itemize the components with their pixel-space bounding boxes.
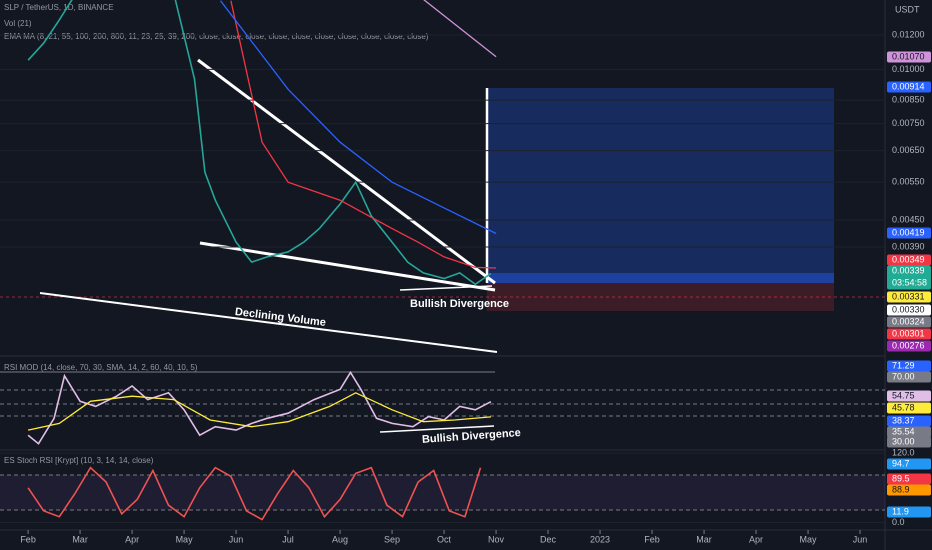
- price-tag-label: 71.29: [892, 360, 915, 370]
- x-tick-label: Jul: [282, 534, 294, 544]
- x-tick-label: Feb: [644, 534, 660, 544]
- price-tag: [887, 402, 931, 414]
- series-line: [27, 0, 492, 286]
- series-line: [27, 466, 482, 521]
- x-tick-label: Feb: [20, 534, 36, 544]
- price-tag-label: 54.75: [892, 390, 915, 400]
- y-tick-label: 0.0: [892, 517, 905, 527]
- pane: [27, 370, 492, 445]
- pane: [27, 466, 482, 521]
- y-tick-label: 0.01200: [892, 29, 925, 39]
- price-tag-label: 94.7: [892, 458, 910, 468]
- y-tick-label: 120.0: [892, 448, 915, 458]
- series-line: [27, 392, 491, 431]
- price-tag-label: 0.00276: [892, 340, 925, 350]
- trendline: [399, 285, 493, 291]
- price-tag-label: 89.5: [892, 473, 910, 483]
- price-tag: [887, 340, 931, 352]
- y-tick-label: 0.00390: [892, 241, 925, 251]
- price-tag-label: 88.9: [892, 484, 910, 494]
- price-tag: [887, 436, 931, 448]
- price-tag: [887, 360, 931, 372]
- price-tag: [887, 291, 931, 303]
- x-tick-label: 2023: [590, 534, 610, 544]
- price-tag-label: 70.00: [892, 371, 915, 381]
- x-tick-label: May: [800, 534, 818, 544]
- price-tag-label: 0.01070: [892, 51, 925, 61]
- price-tag-label: 0.00301: [892, 328, 925, 338]
- price-tag-label: 0.00349: [892, 254, 925, 264]
- x-tick-label: Nov: [488, 534, 505, 544]
- trendline: [379, 425, 495, 433]
- price-tag: [887, 328, 931, 340]
- price-tag-label: 45.78: [892, 402, 915, 412]
- price-tag: [887, 304, 931, 316]
- price-tag: [887, 227, 931, 239]
- trendline: [197, 58, 496, 285]
- price-tag: [887, 390, 931, 402]
- x-tick-label: Aug: [332, 534, 348, 544]
- x-tick-label: Sep: [384, 534, 400, 544]
- profit-zone: [487, 88, 834, 283]
- currency: USDT: [895, 4, 920, 14]
- x-tick-label: Jun: [229, 534, 244, 544]
- price-tag: [887, 265, 931, 290]
- price-tag: [887, 316, 931, 328]
- price-tag-label: 11.9: [892, 506, 909, 516]
- series-line: [219, 0, 497, 235]
- price-tag: [887, 371, 931, 383]
- price-tag: [887, 458, 931, 470]
- y-tick-label: 0.01000: [892, 64, 925, 74]
- price-tag: [887, 415, 931, 427]
- indicator-legend: ES Stoch RSI [Krypt] (10, 3, 14, 14, clo…: [4, 456, 154, 465]
- x-tick-label: Apr: [749, 534, 763, 544]
- entry-zone: [487, 273, 834, 283]
- price-tag-label: 38.37: [892, 415, 915, 425]
- x-tick-label: Oct: [437, 534, 452, 544]
- price-tag-label: 0.00339: [892, 265, 925, 275]
- trendline: [199, 241, 496, 292]
- price-tag: [887, 426, 931, 438]
- trendline: [39, 292, 498, 353]
- price-tag-label: 0.00419: [892, 227, 925, 237]
- x-tick-label: Apr: [125, 534, 139, 544]
- indicator-legend: EMA MA (8, 21, 55, 100, 200, 800, 11, 23…: [4, 32, 429, 41]
- x-tick-label: Dec: [540, 534, 557, 544]
- x-tick-label: Mar: [696, 534, 712, 544]
- y-tick-label: 0.00750: [892, 118, 925, 128]
- x-tick-label: Jun: [853, 534, 868, 544]
- symbol-title: SLP / TetherUS, 1D, BINANCE: [4, 3, 114, 12]
- countdown: 03:54:58: [892, 277, 927, 287]
- series-line: [230, 0, 497, 269]
- y-tick-label: 0.00550: [892, 177, 925, 187]
- series-line: [423, 0, 497, 58]
- x-tick-label: Mar: [72, 534, 88, 544]
- y-tick-label: 0.00650: [892, 145, 925, 155]
- price-tag-label: 0.00914: [892, 81, 925, 91]
- indicator-legend: Vol (21): [4, 19, 32, 28]
- indicator-legend: RSI MOD (14, close, 70, 30, SMA, 14, 2, …: [4, 363, 198, 372]
- y-tick-label: 0.00850: [892, 94, 925, 104]
- price-tag-label: 0.00324: [892, 316, 925, 326]
- series-line: [27, 370, 492, 445]
- price-tag-label: 35.54: [892, 426, 915, 436]
- price-tag: [887, 254, 931, 266]
- pane: [27, 0, 497, 286]
- price-tag-label: 0.00330: [892, 304, 925, 314]
- y-tick-label: 0.00450: [892, 214, 925, 224]
- price-tag: [887, 506, 931, 518]
- price-tag-label: 0.00331: [892, 291, 925, 301]
- annotation: Bullish Divergence: [410, 298, 509, 310]
- price-tag: [887, 484, 931, 496]
- price-tag: [887, 473, 931, 485]
- price-tag: [887, 81, 931, 93]
- x-tick-label: May: [176, 534, 194, 544]
- price-tag: [887, 51, 931, 63]
- price-tag-label: 30.00: [892, 436, 915, 446]
